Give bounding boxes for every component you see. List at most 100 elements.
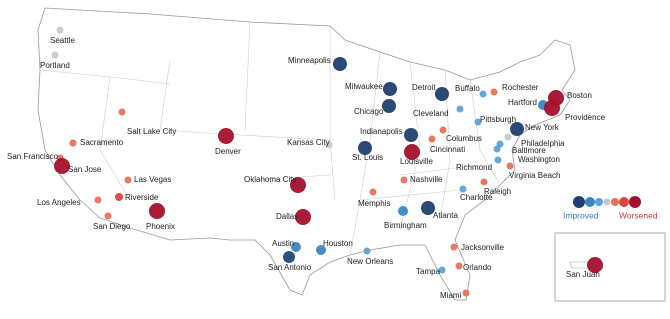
city-dot (428, 135, 436, 143)
city-label: Portland (40, 61, 70, 70)
city-label: Las Vegas (134, 175, 171, 184)
city-label: San Francisco (7, 152, 59, 161)
city-label: Riverside (125, 193, 159, 202)
city-dot (474, 118, 482, 126)
city-label: St. Louis (352, 153, 383, 162)
city-label: Houston (323, 239, 353, 248)
city-label: Hartford (508, 98, 537, 107)
us-outline (37, 7, 576, 301)
city-dot (462, 289, 470, 297)
city-dot (400, 176, 408, 184)
city-dot (283, 251, 295, 263)
city-dot (124, 176, 132, 184)
city-label: Dallas (276, 212, 298, 221)
city-label: Tampa (416, 267, 441, 276)
city-dot (369, 188, 377, 196)
city-dot (544, 100, 560, 116)
state-borders (39, 21, 501, 256)
city-label: Atlanta (433, 211, 458, 220)
city-label: Raleigh (484, 187, 511, 196)
city-dot (291, 242, 301, 252)
city-dot (404, 128, 418, 142)
city-label: San Diego (93, 222, 131, 231)
city-dot (479, 90, 487, 98)
city-dot (54, 158, 70, 174)
city-dot (510, 122, 524, 136)
city-label: Minneapolis (288, 56, 331, 65)
city-label: Philadelphia (521, 139, 565, 148)
city-dot (104, 212, 112, 220)
legend-scale (573, 196, 641, 208)
city-label: New Orleans (347, 257, 393, 266)
city-dot (118, 108, 126, 116)
legend-improved: Improved (563, 210, 599, 220)
city-dot (333, 57, 347, 71)
city-label: Birmingham (384, 221, 427, 230)
city-dot (325, 141, 333, 149)
city-dot (69, 139, 77, 147)
city-label: Denver (215, 147, 241, 156)
legend-worsened: Worsened (619, 210, 658, 220)
city-dot (398, 206, 408, 216)
city-label: Providence (565, 113, 606, 122)
city-dot (316, 245, 326, 255)
city-dot (149, 203, 165, 219)
city-label: Sacramento (80, 138, 124, 147)
city-dot (290, 177, 306, 193)
city-dot (218, 128, 234, 144)
city-dot (456, 105, 464, 113)
city-dot (587, 257, 603, 273)
city-label: Indianapolis (360, 127, 403, 136)
city-dot (383, 82, 397, 96)
city-label: Oklahoma City (244, 175, 296, 184)
city-label: Louisville (400, 157, 433, 166)
city-label: Cincinnati (430, 145, 465, 154)
city-label: Washington (518, 155, 560, 164)
city-label: Virginia Beach (509, 171, 560, 180)
city-dot (455, 262, 463, 270)
city-dot (459, 185, 467, 193)
city-label: Baltimore (512, 146, 546, 155)
city-label: Kansas City (287, 138, 330, 147)
city-label: Jacksonville (461, 243, 505, 252)
city-dot (94, 196, 102, 204)
city-dot (439, 126, 447, 134)
city-dot (115, 193, 123, 201)
city-dot (295, 209, 311, 225)
city-label: Buffalo (455, 84, 480, 93)
city-label: Orlando (463, 263, 492, 272)
city-label: Detroit (412, 83, 436, 92)
city-label: Memphis (358, 199, 390, 208)
city-label: San Antonio (268, 263, 312, 272)
city-label: Nashville (410, 175, 443, 184)
city-label: Chicago (354, 107, 384, 116)
city-dot (358, 141, 372, 155)
city-label: Milwaukee (345, 82, 383, 91)
city-label: San Jose (68, 165, 102, 174)
city-dot (490, 88, 498, 96)
city-dot (494, 156, 502, 164)
city-label: Pittsburgh (480, 115, 516, 124)
city-label: Cleveland (413, 109, 449, 118)
city-dot (404, 144, 420, 160)
city-label: Richmond (456, 163, 492, 172)
city-label: San Juan (566, 270, 600, 279)
city-label: Boston (567, 91, 592, 100)
city-dot (450, 243, 458, 251)
city-dot (504, 133, 512, 141)
city-label: New York (525, 123, 560, 132)
city-label: Salt Lake City (127, 127, 176, 136)
city-label: Columbus (446, 134, 482, 143)
city-dot (493, 145, 501, 153)
city-dot (480, 178, 488, 186)
city-dot (438, 266, 446, 274)
city-label: Seattle (50, 36, 75, 45)
city-dot (382, 99, 396, 113)
city-dot (363, 247, 371, 255)
city-label: Austin (272, 239, 294, 248)
city-label: Los Angeles (37, 198, 81, 207)
city-dot (51, 51, 59, 59)
city-label: Charlotte (460, 193, 493, 202)
city-dot (56, 26, 64, 34)
